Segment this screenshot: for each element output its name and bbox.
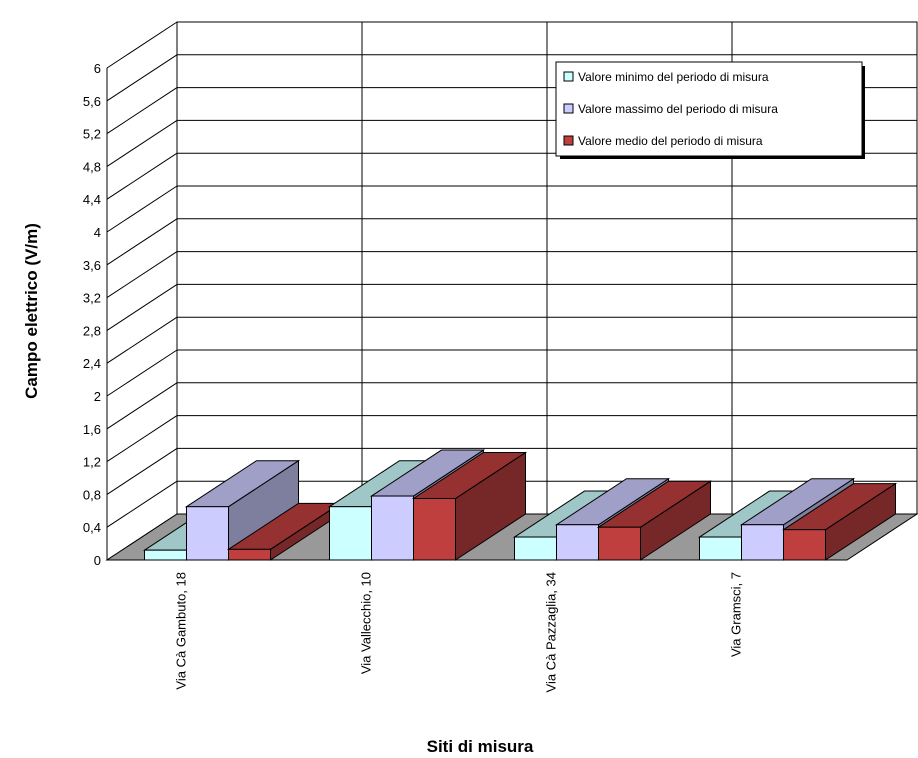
side-gridline [106, 21, 178, 69]
x-category-label: Via Vallecchio, 10 [359, 572, 374, 674]
legend-label: Valore medio del periodo di misura [578, 134, 763, 148]
legend: Valore minimo del periodo di misura Valor… [555, 61, 865, 159]
side-gridline [106, 87, 178, 135]
y-tick-label: 2,4 [83, 356, 101, 371]
side-gridline [106, 447, 178, 495]
bar-front-face [514, 536, 557, 561]
side-gridline [106, 251, 178, 299]
x-category-labels: Via Cà Gambuto, 18 Via Vallecchio, 10 Via … [174, 572, 744, 692]
side-gridline [106, 218, 178, 266]
y-tick-label: 2,8 [83, 323, 101, 338]
bar [411, 451, 528, 561]
gridlines [106, 21, 918, 561]
y-tick-label: 0 [94, 553, 101, 568]
x-category-label: Via Gramsci, 7 [729, 572, 744, 657]
x-category-label: Via Cà Pazzaglia, 34 [544, 572, 559, 692]
bar-front-face [598, 526, 641, 561]
bar [184, 459, 301, 561]
bar-front-face [228, 548, 271, 561]
y-tick-label: 0,4 [83, 520, 101, 535]
side-gridline [106, 382, 178, 430]
y-tick-label: 6 [94, 61, 101, 76]
y-tick-label: 5,6 [83, 94, 101, 109]
bars [142, 449, 898, 561]
bar-front-face [699, 536, 742, 561]
y-tick-label: 1,2 [83, 455, 101, 470]
side-gridline [106, 283, 178, 331]
side-gridline [106, 119, 178, 167]
legend-swatch [563, 71, 574, 82]
legend-box [555, 61, 863, 157]
bar-front-face [144, 549, 187, 561]
bar-front-face [413, 498, 456, 561]
y-tick-label: 0,8 [83, 487, 101, 502]
bar-front-face [783, 529, 826, 561]
side-gridline [106, 54, 178, 102]
legend-shadow-right [862, 66, 865, 158]
bar-front-face [371, 495, 414, 561]
legend-swatch [563, 103, 574, 114]
legend-shadow-bottom [560, 156, 865, 159]
x-axis-title: Siti di misura [427, 737, 534, 756]
y-tick-label: 4,8 [83, 159, 101, 174]
side-gridline [106, 185, 178, 233]
bar-front-face [186, 506, 229, 561]
side-gridline [106, 152, 178, 200]
y-tick-label: 1,6 [83, 422, 101, 437]
y-tick-label: 4,4 [83, 192, 101, 207]
y-tick-label: 5,2 [83, 127, 101, 142]
side-gridline [106, 415, 178, 463]
bar-front-face [741, 524, 784, 561]
side-gridline [106, 480, 178, 528]
bar-front-face [329, 506, 372, 561]
side-gridline [106, 316, 178, 364]
y-tick-labels: 0 0,4 0,8 1,2 1,6 2 2,4 2,8 3,2 3,6 4 4,4 4,8 5,2 5,6 6 [83, 61, 101, 568]
y-tick-label: 3,6 [83, 258, 101, 273]
side-gridline [106, 349, 178, 397]
legend-label: Valore minimo del periodo di misura [578, 70, 769, 84]
bar [781, 482, 898, 561]
y-axis-title: Campo elettrico (V/m) [22, 223, 41, 399]
x-category-label: Via Cà Gambuto, 18 [174, 572, 189, 690]
y-tick-label: 3,2 [83, 291, 101, 306]
y-tick-label: 4 [94, 225, 101, 240]
legend-label: Valore massimo del periodo di misura [578, 102, 778, 116]
bar-front-face [556, 524, 599, 561]
y-tick-label: 2 [94, 389, 101, 404]
bar [596, 480, 713, 561]
legend-swatch [563, 135, 574, 146]
